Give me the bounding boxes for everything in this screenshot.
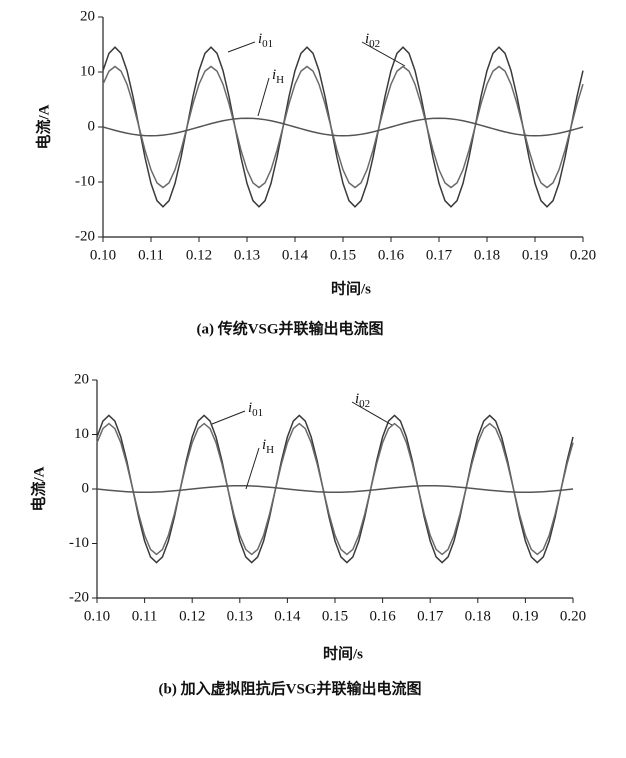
series-label: iH	[272, 67, 284, 85]
y-axis-title: 电流/A	[34, 104, 52, 149]
x-axis-title: 时间/s	[323, 644, 363, 662]
x-tick-label: 0.13	[234, 247, 260, 263]
y-tick-label: -20	[75, 228, 95, 244]
x-tick-label: 0.16	[369, 608, 396, 624]
y-tick-label: 20	[74, 371, 89, 387]
series-label: i01	[258, 31, 273, 49]
x-tick-label: 0.15	[322, 608, 348, 624]
x-tick-label: 0.18	[465, 608, 491, 624]
x-axis-title: 时间/s	[331, 279, 371, 297]
label-leader	[361, 41, 406, 67]
series-line	[96, 422, 574, 556]
label-leader	[227, 41, 256, 53]
series-line	[96, 414, 574, 564]
x-tick-label: 0.13	[227, 608, 253, 624]
x-tick-label: 0.20	[570, 247, 596, 263]
series-label: i02	[355, 391, 370, 409]
series-line	[102, 46, 584, 208]
y-tick-label: 20	[80, 8, 95, 24]
y-tick-label: 10	[80, 63, 95, 79]
label-leader	[257, 77, 270, 117]
y-tick-label: 0	[88, 118, 96, 134]
x-tick-label: 0.18	[474, 247, 500, 263]
series-label: i02	[365, 31, 380, 49]
y-axis-title: 电流/A	[29, 466, 47, 511]
x-tick-label: 0.14	[282, 247, 309, 263]
y-tick-label: -20	[69, 589, 89, 605]
x-tick-label: 0.10	[90, 247, 116, 263]
caption: (a) 传统VSG并联输出电流图	[196, 319, 383, 337]
x-tick-label: 0.11	[138, 247, 164, 263]
label-leader	[211, 410, 246, 425]
x-tick-label: 0.12	[186, 247, 212, 263]
x-tick-label: 0.12	[179, 608, 205, 624]
x-tick-label: 0.15	[330, 247, 356, 263]
y-tick-label: -10	[69, 535, 89, 551]
x-tick-label: 0.17	[417, 608, 444, 624]
x-tick-label: 0.19	[522, 247, 548, 263]
label-leader	[351, 401, 393, 426]
x-tick-label: 0.14	[274, 608, 301, 624]
x-tick-label: 0.19	[512, 608, 538, 624]
x-tick-label: 0.17	[426, 247, 453, 263]
y-tick-label: 10	[74, 426, 89, 442]
y-tick-label: 0	[82, 480, 90, 496]
x-tick-label: 0.20	[560, 608, 586, 624]
caption: (b) 加入虚拟阻抗后VSG并联输出电流图	[159, 679, 422, 697]
x-tick-label: 0.16	[378, 247, 405, 263]
series-label: i01	[248, 400, 263, 418]
series-line	[96, 484, 574, 494]
x-tick-label: 0.11	[132, 608, 158, 624]
y-tick-label: -10	[75, 173, 95, 189]
x-tick-label: 0.10	[84, 608, 110, 624]
series-line	[102, 117, 584, 137]
series-line	[102, 65, 584, 189]
series-label: iH	[262, 437, 274, 455]
label-leader	[245, 447, 260, 490]
